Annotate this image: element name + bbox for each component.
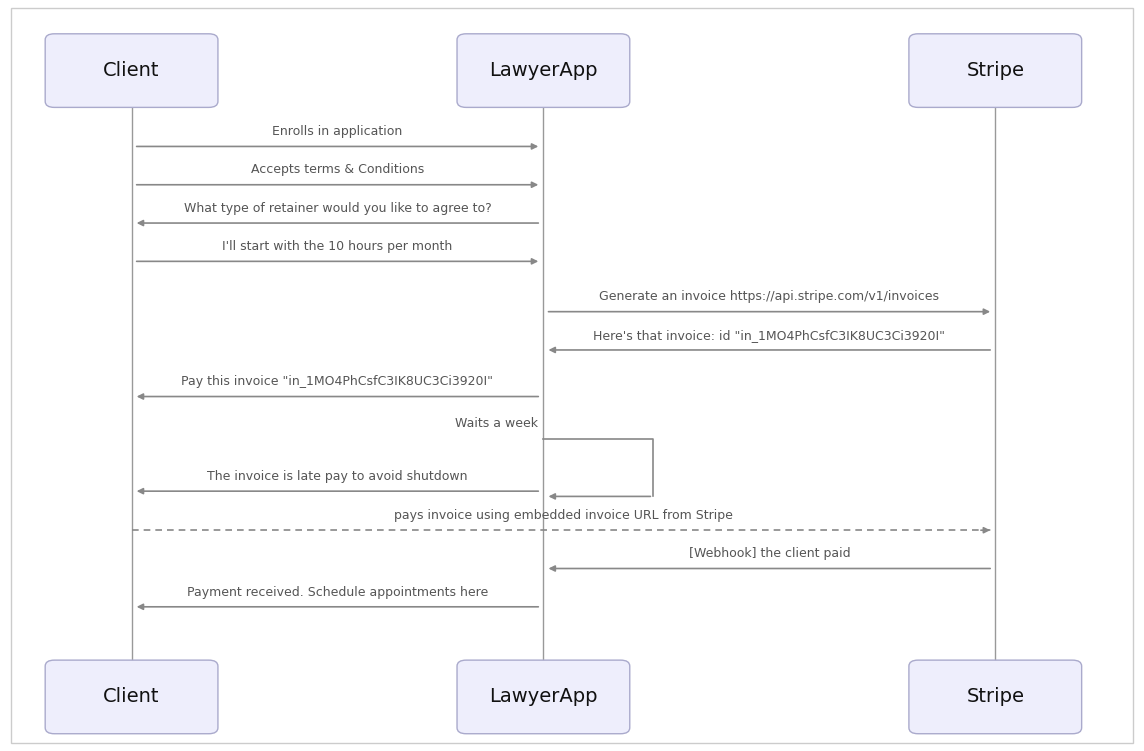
Text: The invoice is late pay to avoid shutdown: The invoice is late pay to avoid shutdow… xyxy=(207,470,468,483)
Text: LawyerApp: LawyerApp xyxy=(490,687,597,707)
Text: LawyerApp: LawyerApp xyxy=(490,61,597,80)
FancyBboxPatch shape xyxy=(456,34,629,107)
Text: Stripe: Stripe xyxy=(967,61,1024,80)
Text: pays invoice using embedded invoice URL from Stripe: pays invoice using embedded invoice URL … xyxy=(394,509,733,522)
Text: Here's that invoice: id "in_1MO4PhCsfC3IK8UC3Ci3920I": Here's that invoice: id "in_1MO4PhCsfC3I… xyxy=(594,329,945,342)
Text: I'll start with the 10 hours per month: I'll start with the 10 hours per month xyxy=(222,240,453,253)
Text: Generate an invoice https://api.stripe.com/v1/invoices: Generate an invoice https://api.stripe.c… xyxy=(599,291,939,303)
Text: Stripe: Stripe xyxy=(967,687,1024,707)
FancyBboxPatch shape xyxy=(11,8,1133,743)
Text: Client: Client xyxy=(103,61,160,80)
FancyBboxPatch shape xyxy=(456,660,629,734)
Text: Payment received. Schedule appointments here: Payment received. Schedule appointments … xyxy=(186,586,488,599)
FancyBboxPatch shape xyxy=(908,660,1081,734)
Text: Waits a week: Waits a week xyxy=(454,417,538,430)
FancyBboxPatch shape xyxy=(45,660,217,734)
FancyBboxPatch shape xyxy=(908,34,1081,107)
Text: Client: Client xyxy=(103,687,160,707)
Text: [Webhook] the client paid: [Webhook] the client paid xyxy=(689,547,850,560)
Text: Accepts terms & Conditions: Accepts terms & Conditions xyxy=(251,164,424,176)
FancyBboxPatch shape xyxy=(45,34,217,107)
Text: Pay this invoice "in_1MO4PhCsfC3IK8UC3Ci3920I": Pay this invoice "in_1MO4PhCsfC3IK8UC3Ci… xyxy=(182,376,493,388)
Text: Enrolls in application: Enrolls in application xyxy=(272,125,403,138)
Text: What type of retainer would you like to agree to?: What type of retainer would you like to … xyxy=(183,202,492,215)
